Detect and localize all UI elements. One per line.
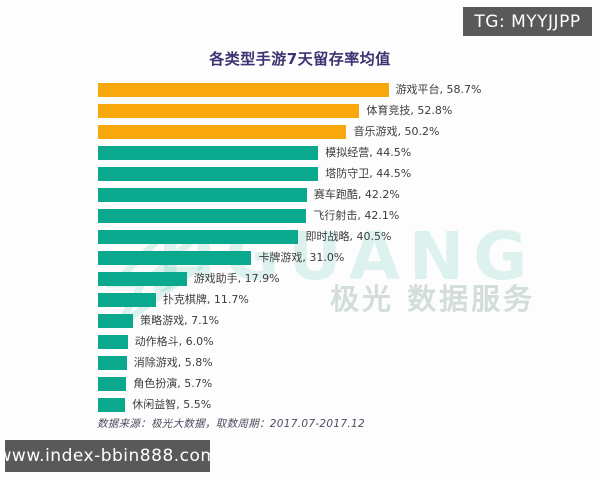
bar-label: 飞行射击, 42.1%: [313, 209, 400, 222]
bar: [98, 356, 127, 370]
bar-label: 体育竞技, 52.8%: [366, 104, 453, 117]
bar-label: 休闲益智, 5.5%: [132, 398, 212, 411]
bar-row: 飞行射击, 42.1%: [98, 209, 482, 230]
bar-label: 游戏平台, 58.7%: [395, 83, 482, 96]
bar: [98, 314, 134, 328]
source-note: 数据来源：极光大数据，取数周期：2017.07-2017.12: [97, 418, 365, 430]
bar-label: 赛车跑酷, 42.2%: [313, 188, 400, 201]
bar-row: 卡牌游戏, 31.0%: [98, 251, 482, 272]
bar-row: 塔防守卫, 44.5%: [98, 167, 482, 188]
website-url-badge[interactable]: www.index-bbin888.com: [0, 440, 217, 472]
bar: [98, 230, 299, 244]
bar: [98, 251, 252, 265]
bar-label: 卡牌游戏, 31.0%: [258, 251, 345, 264]
bar: [98, 335, 128, 349]
bar-row: 休闲益智, 5.5%: [98, 398, 482, 419]
bar: [98, 293, 156, 307]
bar-row: 扑克棋牌, 11.7%: [98, 293, 482, 314]
bar: [98, 146, 319, 160]
bar-row: 游戏助手, 17.9%: [98, 272, 482, 293]
bar-label: 塔防守卫, 44.5%: [325, 167, 412, 180]
bar-row: 角色扮演, 5.7%: [98, 377, 482, 398]
bar-row: 策略游戏, 7.1%: [98, 314, 482, 335]
bar-row: 体育竞技, 52.8%: [98, 104, 482, 125]
bar-label: 模拟经营, 44.5%: [325, 146, 412, 159]
bar-chart: 游戏平台, 58.7% 体育竞技, 52.8% 音乐游戏, 50.2% 模拟经营, 4…: [98, 83, 482, 419]
bar-label: 策略游戏, 7.1%: [140, 314, 220, 327]
bar-label: 即时战略, 40.5%: [305, 230, 392, 243]
bar-row: 即时战略, 40.5%: [98, 230, 482, 251]
bar-label: 扑克棋牌, 11.7%: [162, 293, 249, 306]
bar: [98, 398, 126, 412]
bar-row: 动作格斗, 6.0%: [98, 335, 482, 356]
bar-row: 消除游戏, 5.8%: [98, 356, 482, 377]
bar: [98, 83, 389, 97]
bar: [98, 167, 319, 181]
bar-row: 音乐游戏, 50.2%: [98, 125, 482, 146]
bar-row: 游戏平台, 58.7%: [98, 83, 482, 104]
bar-row: 模拟经营, 44.5%: [98, 146, 482, 167]
bar-row: 赛车跑酷, 42.2%: [98, 188, 482, 209]
bar-label: 音乐游戏, 50.2%: [353, 125, 440, 138]
chart-title: 各类型手游7天留存率均值: [209, 50, 391, 68]
bar-label: 消除游戏, 5.8%: [133, 356, 213, 369]
bar: [98, 209, 307, 223]
tg-contact-badge: TG: MYYJJPP: [463, 7, 592, 36]
bar-label: 角色扮演, 5.7%: [133, 377, 213, 390]
bar-label: 游戏助手, 17.9%: [193, 272, 280, 285]
bar-label: 动作格斗, 6.0%: [134, 335, 214, 348]
bar: [98, 125, 347, 139]
bar: [98, 188, 307, 202]
bar: [98, 272, 187, 286]
bar: [98, 377, 127, 391]
bar: [98, 104, 360, 118]
